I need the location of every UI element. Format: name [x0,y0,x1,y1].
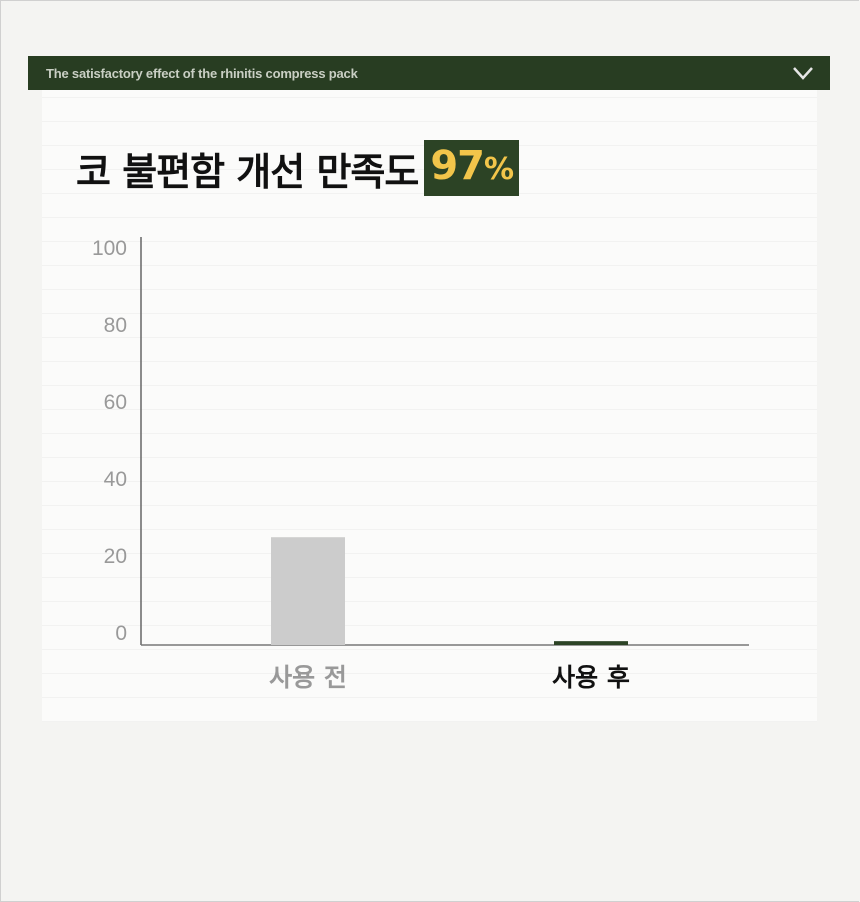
bar [554,641,628,645]
accordion-title: The satisfactory effect of the rhinitis … [46,65,358,81]
y-tick-label: 80 [104,314,127,337]
y-tick-label: 0 [115,622,127,645]
chart-headline: 코 불편함 개선 만족도 97% [76,140,520,196]
bar [271,537,345,645]
highlight-unit: % [484,152,514,187]
accordion-header[interactable]: The satisfactory effect of the rhinitis … [28,56,830,90]
y-tick-label: 100 [92,237,127,260]
chart-card: 코 불편함 개선 만족도 97% 0 20 40 60 80 100 사용 전 사용 후 [42,90,817,722]
bar-chart: 0 20 40 60 80 100 사용 전 사용 후 [92,237,749,692]
headline-text: 코 불편함 개선 만족도 [76,149,419,194]
highlight-badge: 97% [424,140,520,196]
y-tick-label: 60 [104,391,127,414]
y-tick-label: 40 [104,468,127,491]
highlight-value: 97 [430,143,485,189]
y-tick-label: 20 [104,545,127,568]
x-tick-label: 사용 후 [552,663,630,692]
chevron-down-icon[interactable] [792,65,814,81]
x-tick-label: 사용 전 [269,663,347,692]
